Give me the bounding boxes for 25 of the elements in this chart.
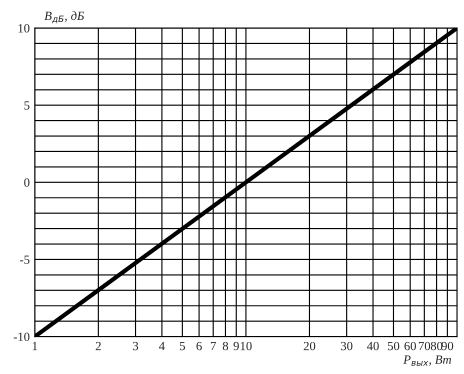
x-tick-label: 5 bbox=[180, 342, 186, 350]
x-tick-label: 30 bbox=[341, 342, 352, 350]
y-tick-label: 0 bbox=[24, 178, 30, 187]
x-tick-label: 70 bbox=[418, 342, 430, 350]
x-tick-label: 20 bbox=[304, 342, 316, 350]
y-axis-title: B$_{дБ}$, дБ bbox=[44, 11, 84, 24]
x-tick-label: 50 bbox=[388, 342, 400, 350]
x-tick-label: 90 bbox=[442, 342, 454, 350]
x-tick-label: 9 bbox=[234, 342, 239, 350]
x-tick-label: 4 bbox=[159, 342, 165, 350]
x-tick-label: 80 bbox=[430, 342, 442, 350]
x-tick-label: 2 bbox=[96, 342, 101, 350]
x-tick-label: 8 bbox=[222, 342, 228, 350]
y-tick-label: 10 bbox=[18, 24, 30, 33]
x-tick-label: 1 bbox=[32, 342, 38, 350]
x-tick-label: 7 bbox=[210, 342, 216, 350]
x-tick-label: 6 bbox=[196, 342, 202, 350]
x-tick-label: 3 bbox=[133, 342, 138, 350]
y-tick-label: 5 bbox=[24, 101, 30, 110]
y-tick-label: -10 bbox=[14, 332, 30, 342]
x-axis-title: P$_{вых}$, Вт bbox=[403, 356, 452, 366]
y-tick-label: -5 bbox=[20, 256, 30, 264]
x-tick-label: 10 bbox=[240, 342, 252, 350]
x-tick-label: 40 bbox=[367, 342, 379, 350]
x-tick-label: 60 bbox=[404, 342, 416, 350]
